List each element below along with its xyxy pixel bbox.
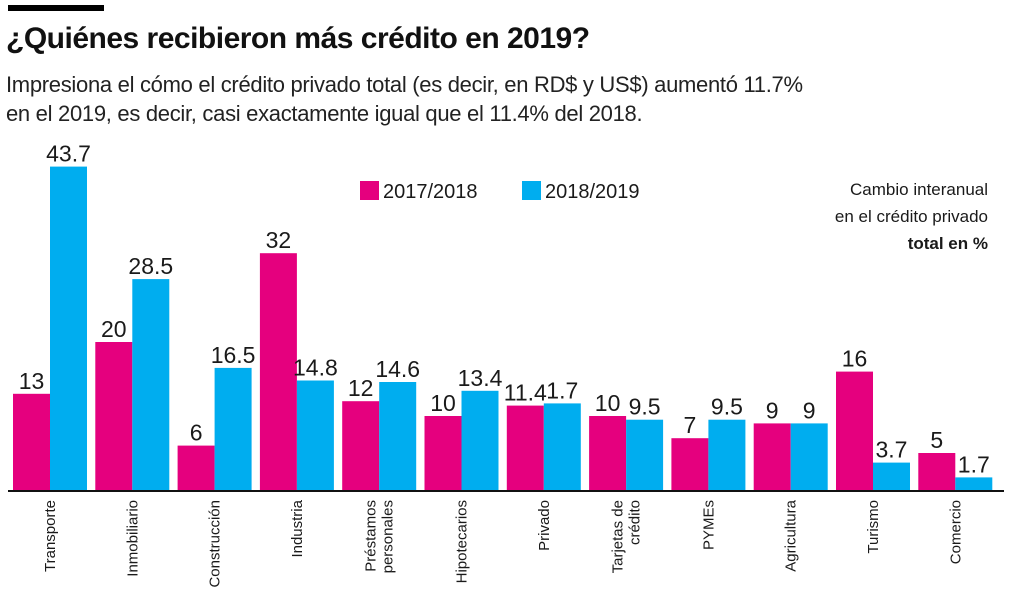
value-label-privado-2017-2018: 11.4 [504, 380, 547, 406]
bar-construccion-2017-2018 [177, 445, 215, 490]
value-label-construccion-2017-2018: 6 [190, 420, 203, 446]
bar-industria-2018-2019 [296, 380, 334, 490]
legend-swatch-2018-2019 [522, 181, 541, 200]
bar-transporte-2017-2018 [13, 393, 50, 490]
chart-subtitle: Impresiona el cómo el crédito privado to… [6, 70, 1006, 128]
bar-pymes-2017-2018 [671, 438, 709, 490]
category-label-hipotecarios: Hipotecarios [454, 500, 471, 583]
value-label-industria-2018-2019: 14.8 [293, 355, 338, 381]
value-label-construccion-2018-2019: 16.5 [211, 342, 256, 368]
value-label-agricultura-2018-2019: 9 [803, 397, 816, 423]
subtitle-line-2: en el 2019, es decir, casi exactamente i… [6, 101, 643, 126]
chart-note: Cambio interanual en el crédito privado … [835, 180, 988, 253]
category-label-tarjetas-de-credito-line-2: crédito [627, 500, 644, 545]
category-label-privado: Privado [536, 500, 553, 551]
bar-pymes-2018-2019 [708, 419, 746, 490]
bar-construccion-2018-2019 [214, 367, 252, 490]
value-label-turismo-2017-2018: 16 [842, 346, 868, 372]
top-rule [8, 5, 104, 11]
value-label-tarjetas-de-credito-2017-2018: 10 [595, 390, 621, 416]
note-line-3: total en % [908, 234, 988, 253]
bar-agricultura-2017-2018 [753, 423, 791, 490]
note-line-2: en el crédito privado [835, 207, 988, 226]
category-labels-group: Transporte Inmobiliario Construcción Indust… [42, 499, 964, 587]
value-label-agricultura-2017-2018: 9 [766, 397, 779, 423]
bar-prestamos-personales-2017-2018 [342, 401, 380, 490]
category-label-turismo: Turismo [865, 500, 882, 554]
value-label-transporte-2017-2018: 13 [19, 368, 45, 394]
bar-turismo-2017-2018 [836, 371, 873, 490]
value-label-hipotecarios-2017-2018: 10 [430, 390, 456, 416]
value-label-industria-2017-2018: 32 [266, 227, 292, 253]
legend: 2017/2018 2018/2019 [360, 181, 640, 203]
value-label-tarjetas-de-credito-2018-2019: 9.5 [629, 394, 661, 420]
bar-transporte-2018-2019 [50, 166, 87, 490]
bar-hipotecarios-2017-2018 [424, 416, 462, 490]
category-label-prestamos-personales-line-2: personales [380, 500, 397, 573]
category-label-inmobiliario: Inmobiliario [124, 500, 141, 577]
category-label-tarjetas-de-credito-line-1: Tarjetas de [610, 500, 627, 573]
bar-hipotecarios-2018-2019 [461, 390, 499, 490]
category-label-prestamos-personales-line-1: Préstamos [363, 500, 380, 572]
category-label-construccion: Construcción [207, 500, 224, 588]
category-label-agricultura: Agricultura [783, 499, 800, 571]
legend-label-2017-2018: 2017/2018 [383, 181, 478, 203]
category-label-industria: Industria [289, 499, 306, 557]
value-label-inmobiliario-2018-2019: 28.5 [128, 253, 173, 279]
bar-inmobiliario-2018-2019 [132, 279, 170, 490]
note-line-1: Cambio interanual [850, 180, 988, 199]
bars-group [13, 166, 993, 490]
category-label-comercio: Comercio [947, 500, 964, 564]
value-label-comercio-2017-2018: 5 [930, 427, 943, 453]
category-label-transporte: Transporte [42, 500, 59, 572]
value-label-pymes-2018-2019: 9.5 [711, 394, 743, 420]
bar-tarjetas-de-credito-2018-2019 [626, 419, 664, 490]
bar-comercio-2017-2018 [918, 453, 956, 490]
value-label-prestamos-personales-2017-2018: 12 [348, 375, 374, 401]
category-label-pymes: PYMEs [700, 500, 717, 550]
value-label-privado-2018-2019: 1.7 [546, 377, 578, 403]
bar-comercio-2018-2019 [955, 477, 993, 490]
value-label-turismo-2018-2019: 3.7 [876, 437, 908, 463]
value-label-prestamos-personales-2018-2019: 14.6 [375, 356, 420, 382]
bar-turismo-2018-2019 [873, 462, 910, 490]
bar-agricultura-2018-2019 [790, 423, 828, 490]
chart-title: ¿Quiénes recibieron más crédito en 2019? [6, 22, 590, 55]
value-label-inmobiliario-2017-2018: 20 [101, 316, 127, 342]
value-label-hipotecarios-2018-2019: 13.4 [458, 365, 503, 391]
value-label-comercio-2018-2019: 1.7 [958, 451, 990, 477]
value-label-pymes-2017-2018: 7 [684, 412, 697, 438]
bar-prestamos-personales-2018-2019 [379, 382, 417, 490]
legend-swatch-2017-2018 [360, 181, 379, 200]
bar-tarjetas-de-credito-2017-2018 [589, 416, 627, 490]
bar-inmobiliario-2017-2018 [95, 342, 133, 490]
legend-label-2018-2019: 2018/2019 [545, 181, 640, 203]
subtitle-line-1: Impresiona el cómo el crédito privado to… [6, 72, 803, 97]
bar-privado-2018-2019 [543, 403, 581, 490]
bar-privado-2017-2018 [506, 405, 544, 490]
bar-industria-2017-2018 [259, 253, 297, 490]
value-label-transporte-2018-2019: 43.7 [46, 141, 91, 167]
